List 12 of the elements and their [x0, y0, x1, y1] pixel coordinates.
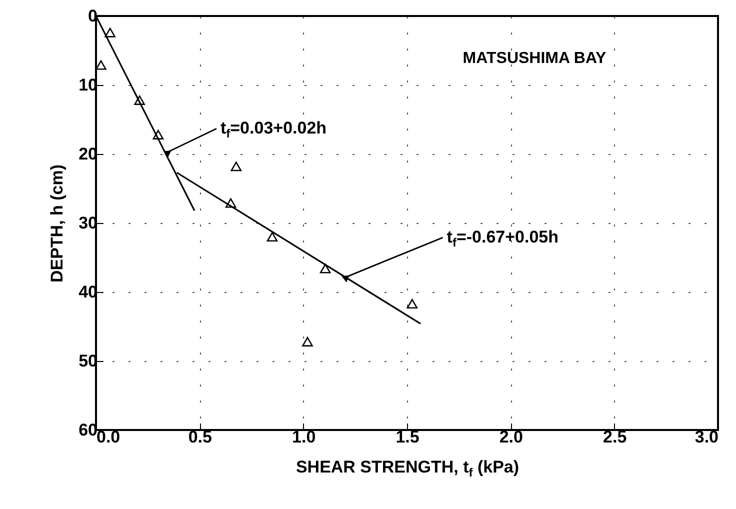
x-tick-label: 2.0 [499, 428, 523, 446]
x-tick-label: 0.0 [96, 428, 120, 446]
y-axis-title: DEPTH, h (cm) [48, 164, 67, 283]
x-tick-label: 1.0 [292, 428, 316, 446]
annotation: MATSUSHIMA BAY [462, 50, 607, 67]
x-tick-label: 2.5 [603, 428, 627, 446]
annotation: t$_{f}$=-0.67+0.05h [446, 228, 559, 250]
x-tick-label: 0.5 [188, 428, 212, 446]
x-tick-label: 3.0 [694, 428, 718, 446]
x-axis-title: SHEAR STRENGTH, t$_{f}$ (kPa) [296, 458, 520, 480]
annotation: t$_{f}$=0.03+0.02h [220, 118, 327, 140]
x-tick-label: 1.5 [396, 428, 420, 446]
